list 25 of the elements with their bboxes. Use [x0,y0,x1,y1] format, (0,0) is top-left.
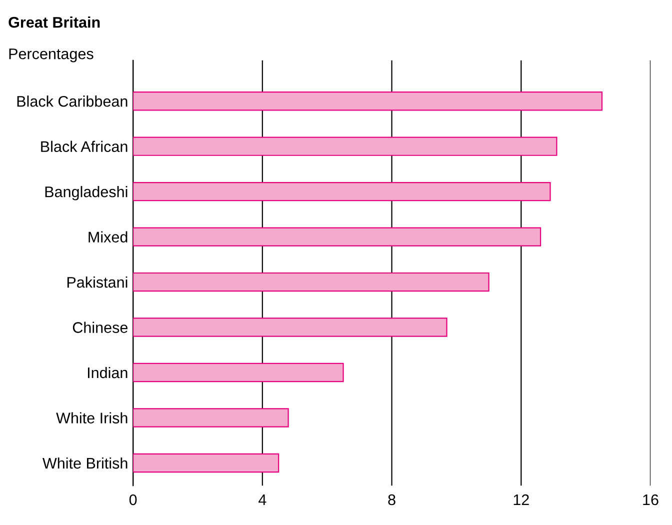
chart-subtitle: Percentages [9,48,94,62]
chart-title: Great Britain [8,16,100,28]
bar [133,227,542,246]
bar [133,362,344,382]
x-tick-label: 0 [129,494,137,506]
y-tick-label: Chinese [72,322,128,333]
x-tick-label: 8 [388,494,396,506]
bar [133,453,280,473]
y-tick-label: Bangladeshi [45,186,128,200]
x-tick-label: 12 [514,494,529,506]
bar [133,182,551,202]
y-tick-label: White Irish [56,412,128,424]
y-tick-label: Black African [41,140,128,152]
bar [133,91,603,111]
y-tick-label: White British [42,457,128,469]
y-tick-label: Black Caribbean [17,96,128,107]
x-tick-label: 16 [643,494,658,506]
bar [133,408,289,428]
y-tick-label: Indian [88,366,128,378]
y-tick-label: Pakistani [67,276,128,288]
bar [133,136,558,156]
y-tick-label: Mixed [88,231,128,242]
x-tick-label: 4 [258,494,266,506]
bar [133,272,490,292]
bar [133,318,448,337]
